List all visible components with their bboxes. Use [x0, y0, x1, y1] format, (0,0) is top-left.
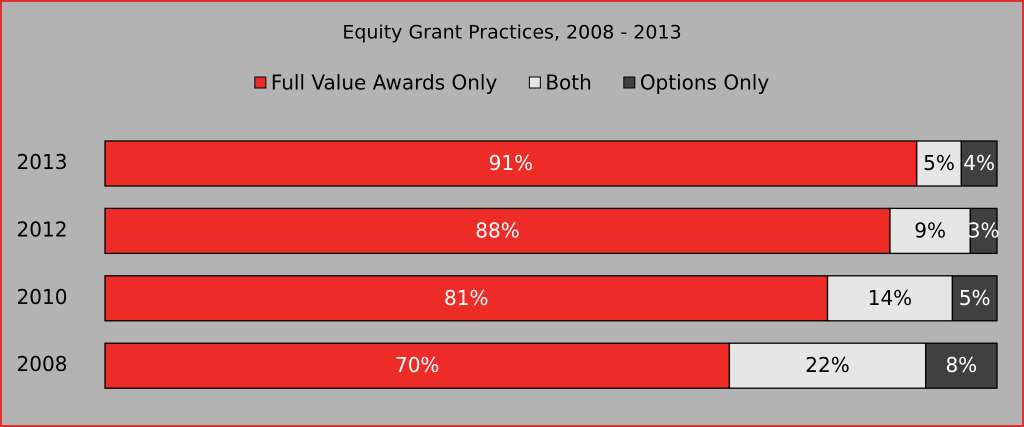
bar-segment — [889, 207, 971, 255]
data-label: 88% — [475, 218, 519, 242]
legend-swatch — [623, 76, 636, 89]
data-label: 70% — [395, 353, 439, 377]
data-label: 8% — [945, 353, 977, 377]
data-label: 5% — [923, 151, 955, 175]
data-label: 3% — [968, 218, 1000, 242]
bar-segment — [104, 207, 891, 255]
legend-label: Both — [545, 71, 591, 95]
bar-segment — [969, 207, 998, 255]
legend-swatch — [528, 76, 541, 89]
y-tick-label: 2012 — [17, 217, 68, 241]
bar-segment — [951, 275, 998, 322]
bar-segment — [104, 275, 829, 322]
y-tick-label: 2010 — [17, 285, 68, 309]
bar-segment — [924, 342, 998, 389]
data-label: 5% — [959, 286, 991, 310]
legend-swatch — [254, 76, 267, 89]
data-label: 91% — [489, 151, 533, 175]
legend-label: Options Only — [640, 71, 770, 95]
bar-segment — [960, 140, 998, 187]
data-label: 14% — [868, 286, 912, 310]
bar-segment — [104, 140, 918, 187]
bar-segment — [728, 342, 927, 389]
y-tick-label: 2008 — [17, 352, 68, 376]
bar-segment — [916, 140, 962, 187]
y-tick-label: 2013 — [17, 150, 68, 174]
legend-label: Full Value Awards Only — [271, 71, 498, 95]
data-label: 81% — [444, 286, 488, 310]
data-label: 22% — [805, 353, 849, 377]
data-label: 9% — [914, 218, 946, 242]
data-label: 4% — [963, 151, 995, 175]
bar-segment — [826, 275, 954, 322]
chart-title: Equity Grant Practices, 2008 - 2013 — [342, 22, 681, 44]
